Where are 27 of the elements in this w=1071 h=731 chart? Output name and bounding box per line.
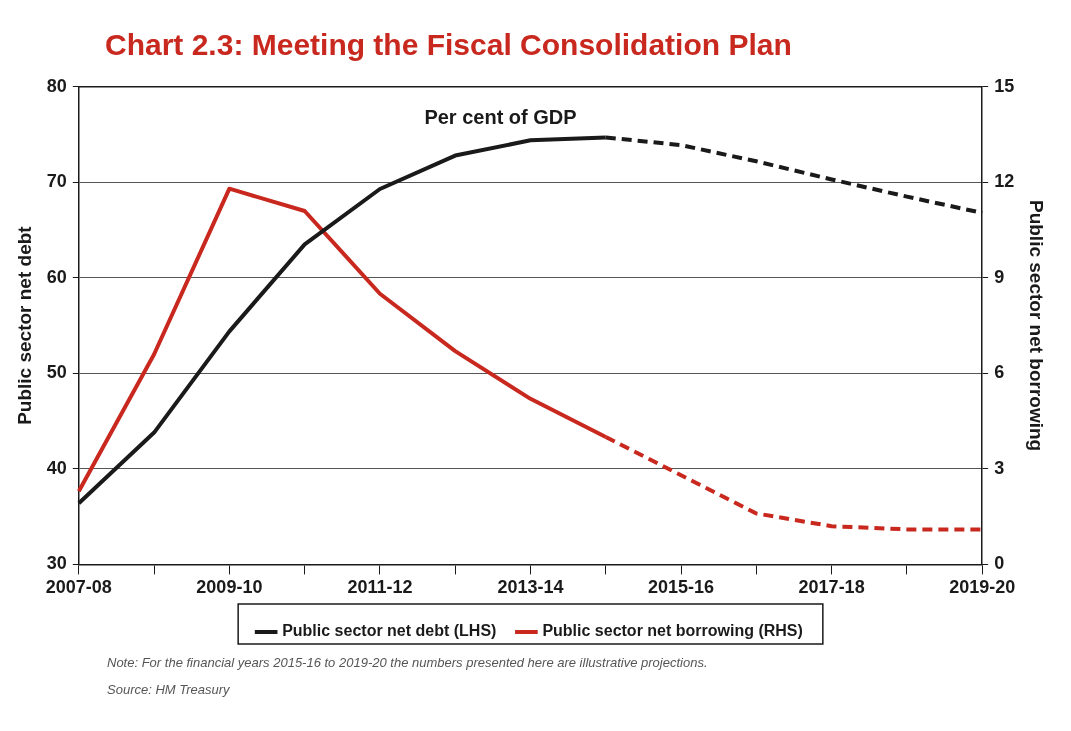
- y-tick-label: 70: [46, 171, 67, 192]
- x-tick-label: 2007-08: [45, 577, 112, 598]
- x-tick-label: 2017-18: [798, 577, 865, 598]
- legend-label: Public sector net borrowing (RHS): [542, 622, 803, 640]
- x-tick-label: 2009-10: [196, 577, 263, 598]
- y-tick-label: 60: [46, 266, 67, 287]
- y2-tick-label: 6: [994, 362, 1005, 383]
- x-tick-label: 2013-14: [497, 577, 564, 598]
- y-tick-label: 50: [46, 362, 67, 383]
- chart-title: Chart 2.3: Meeting the Fiscal Consolidation Plan: [105, 28, 792, 62]
- y2-axis-title: Public sector net borrowing: [1026, 199, 1048, 452]
- y2-tick-label: 15: [994, 75, 1015, 96]
- source-note: Source: HM Treasury: [107, 682, 231, 697]
- y-axis-title: Public sector net debt: [13, 225, 35, 425]
- legend-label: Public sector net debt (LHS): [282, 622, 497, 640]
- text: Per cent of GDP: [424, 106, 577, 129]
- y-tick-label: 80: [46, 75, 67, 96]
- y2-tick-label: 0: [994, 553, 1005, 574]
- y-tick-label: 30: [46, 553, 67, 574]
- y2-tick-label: 12: [994, 171, 1015, 192]
- x-tick-label: 2019-20: [949, 577, 1016, 598]
- text: Note: For the financial years 2015-16 to 2019-20 the numbers presented here are illustrative projections.: [107, 655, 708, 670]
- y2-tick-label: 3: [994, 457, 1005, 478]
- y-tick-label: 40: [46, 457, 67, 478]
- x-tick-label: 2011-12: [347, 577, 413, 598]
- x-tick-label: 2015-16: [648, 577, 715, 598]
- y2-tick-label: 9: [994, 266, 1005, 287]
